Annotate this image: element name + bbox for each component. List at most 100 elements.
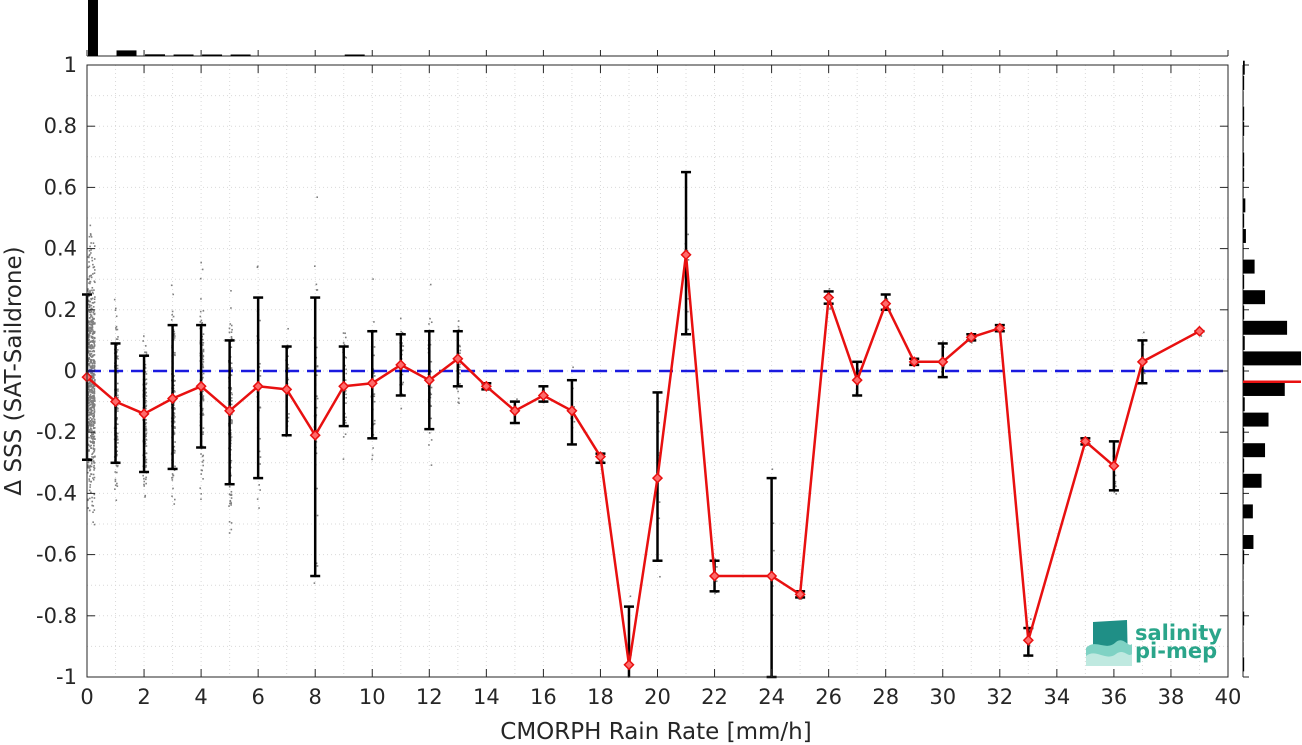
scatter-point <box>92 349 95 352</box>
scatter-point <box>88 449 90 451</box>
scatter-point <box>256 266 259 269</box>
scatter-point <box>87 464 89 466</box>
right-hist-bar <box>1243 427 1245 442</box>
scatter-point <box>287 347 289 350</box>
scatter-point <box>89 389 92 391</box>
scatter-point <box>430 386 433 389</box>
scatter-point <box>93 344 96 346</box>
scatter-point <box>716 566 718 568</box>
scatter-point <box>430 439 433 441</box>
y-tick-label: 0.8 <box>44 114 77 138</box>
scatter-point <box>91 386 93 388</box>
scatter-point <box>91 433 93 435</box>
scatter-point <box>230 494 233 497</box>
scatter-point <box>87 330 90 332</box>
scatter-point <box>89 233 92 235</box>
scatter-point <box>116 406 118 409</box>
scatter-point <box>117 394 119 397</box>
data-point-marker <box>509 405 521 417</box>
scatter-point <box>91 337 94 339</box>
scatter-point <box>90 236 93 238</box>
scatter-point <box>89 345 91 348</box>
scatter-point <box>372 278 374 280</box>
data-point-marker <box>1079 435 1091 447</box>
scatter-point <box>93 310 95 312</box>
scatter-point <box>90 384 92 386</box>
scatter-point <box>202 376 204 379</box>
scatter-point <box>90 491 92 494</box>
right-hist-bar <box>1243 489 1244 504</box>
scatter-point <box>93 411 96 414</box>
scatter-point <box>90 360 92 363</box>
scatter-point <box>90 323 92 326</box>
scatter-point <box>201 469 203 472</box>
right-hist-bar <box>1243 473 1262 488</box>
scatter-point <box>229 500 232 503</box>
scatter-point <box>401 342 403 344</box>
right-hist-bar <box>1243 535 1254 549</box>
scatter-point <box>456 387 458 390</box>
scatter-point <box>90 242 92 244</box>
right-hist-bar <box>1243 183 1244 198</box>
scatter-point <box>430 393 433 396</box>
scatter-point <box>90 437 93 439</box>
scatter-point <box>145 395 148 397</box>
scatter-point <box>145 438 147 441</box>
scatter-point <box>90 409 93 412</box>
scatter-point <box>87 382 90 385</box>
scatter-point <box>173 333 176 336</box>
scatter-point <box>344 391 346 393</box>
scatter-point <box>89 425 92 427</box>
scatter-point <box>143 480 146 483</box>
scatter-point <box>116 338 119 341</box>
scatter-point <box>94 322 96 324</box>
scatter-point <box>202 412 204 415</box>
top-hist-bar <box>145 54 166 56</box>
scatter-point <box>230 502 233 505</box>
scatter-point <box>373 400 376 403</box>
scatter-point <box>93 350 96 352</box>
scatter-point <box>230 497 233 499</box>
data-point-marker <box>138 408 150 420</box>
scatter-point <box>145 382 148 385</box>
scatter-point <box>89 445 91 448</box>
scatter-point <box>92 415 94 418</box>
scatter-point <box>202 398 205 401</box>
scatter-point <box>230 386 232 389</box>
scatter-point <box>116 482 118 485</box>
y-tick-label: 0.4 <box>44 237 77 261</box>
scatter-point <box>92 359 95 362</box>
scatter-point <box>93 456 95 458</box>
scatter-point <box>88 402 91 404</box>
scatter-point <box>714 558 717 560</box>
scatter-point <box>171 495 173 498</box>
data-point-marker <box>794 588 806 600</box>
scatter-point <box>287 355 289 358</box>
scatter-point <box>89 440 92 443</box>
scatter-point <box>91 346 93 349</box>
scatter-point <box>90 234 92 236</box>
scatter-point <box>91 256 93 259</box>
scatter-point <box>91 316 94 318</box>
scatter-point <box>170 319 173 321</box>
scatter-point <box>88 303 91 306</box>
scatter-point <box>89 350 91 352</box>
x-tick-label: 2 <box>137 685 150 709</box>
scatter-point <box>145 476 147 479</box>
scatter-point <box>93 332 96 334</box>
scatter-point <box>94 432 96 434</box>
scatter-point <box>114 484 117 487</box>
scatter-point <box>89 484 92 486</box>
right-hist-bar <box>1243 229 1246 243</box>
scatter-point <box>144 429 147 431</box>
scatter-point <box>687 328 689 331</box>
scatter-point <box>145 482 147 485</box>
scatter-point <box>230 490 233 493</box>
scatter-point <box>372 447 374 449</box>
scatter-point <box>91 392 94 394</box>
scatter-point <box>92 339 95 342</box>
scatter-point <box>143 478 145 480</box>
scatter-point <box>430 464 433 466</box>
x-tick-label: 28 <box>872 685 899 709</box>
scatter-point <box>117 388 119 391</box>
